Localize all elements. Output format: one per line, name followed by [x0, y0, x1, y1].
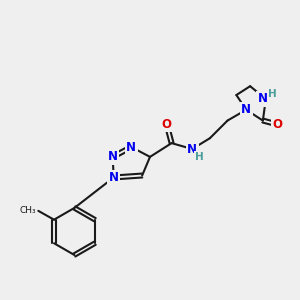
Text: N: N — [241, 103, 251, 116]
Text: N: N — [187, 142, 197, 155]
Text: N: N — [109, 171, 119, 184]
Text: H: H — [195, 152, 203, 162]
Text: O: O — [162, 118, 172, 131]
Text: N: N — [258, 92, 268, 106]
Text: N: N — [108, 150, 118, 164]
Text: N: N — [126, 141, 136, 154]
Text: O: O — [273, 118, 283, 131]
Text: CH₃: CH₃ — [20, 206, 36, 215]
Text: H: H — [268, 89, 277, 99]
